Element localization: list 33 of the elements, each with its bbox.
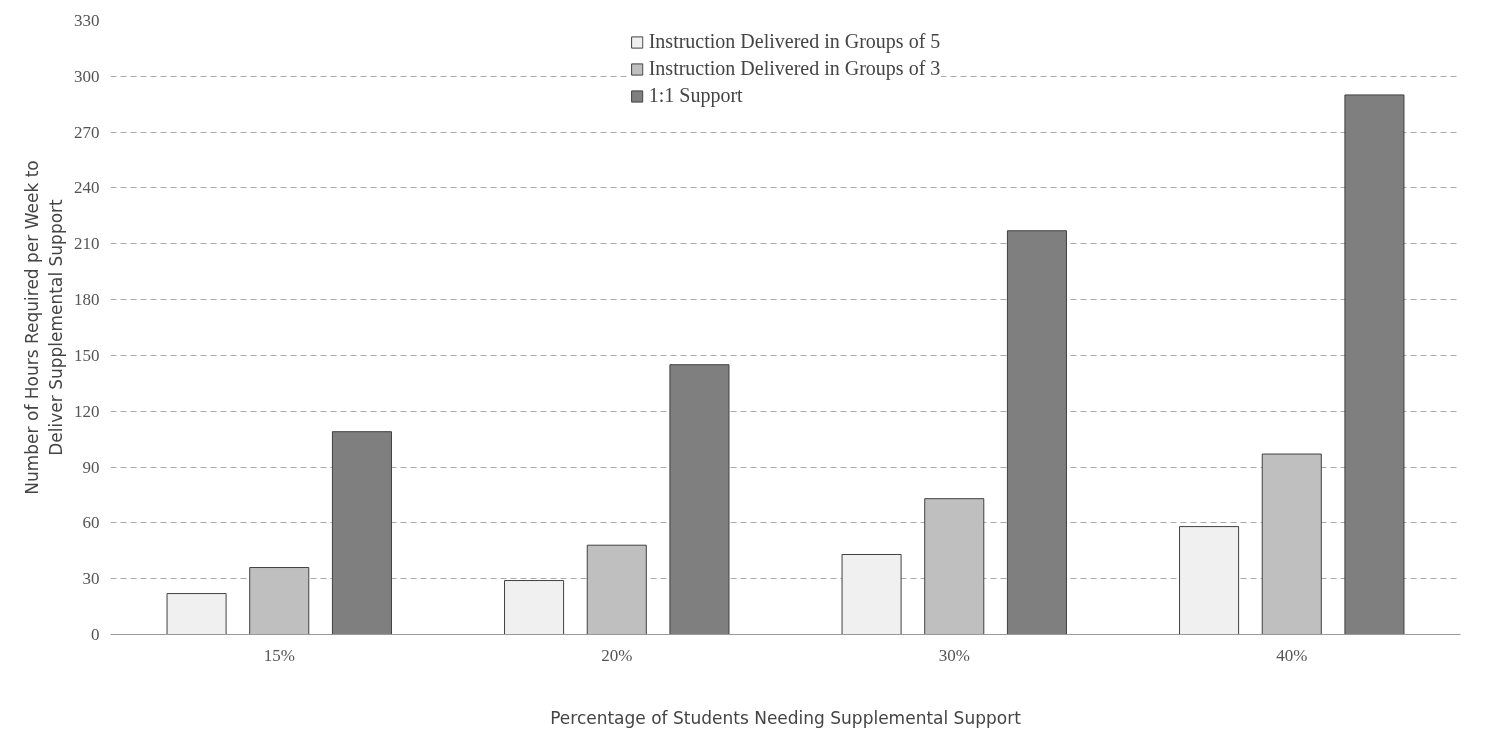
bar xyxy=(331,431,392,635)
bar xyxy=(924,498,985,635)
y-tick-label: 180 xyxy=(74,290,100,310)
legend-label: Instruction Delivered in Groups of 5 xyxy=(648,30,941,53)
bar xyxy=(1179,526,1240,635)
bar xyxy=(166,593,227,635)
y-tick-label: 270 xyxy=(74,122,100,142)
y-tick-label: 240 xyxy=(74,178,100,198)
bar xyxy=(1344,94,1405,635)
x-axis-title: Percentage of Students Needing Supplemental Support xyxy=(550,707,1022,728)
y-tick-label: 210 xyxy=(74,234,100,254)
legend-label: 1:1 Support xyxy=(648,84,743,107)
bar xyxy=(586,544,647,635)
y-tick-label: 120 xyxy=(74,401,100,421)
y-tick-label: 90 xyxy=(82,457,100,477)
bar xyxy=(1261,453,1322,635)
x-tick-label: 15% xyxy=(263,645,295,665)
y-tick-label: 60 xyxy=(82,513,100,533)
bar xyxy=(669,364,730,635)
y-tick-label: 150 xyxy=(74,345,100,365)
bar xyxy=(249,567,310,635)
y-axis-title: Number of Hours Required per Week to Deliver Supplemental Support xyxy=(22,160,66,495)
x-tick-label: 30% xyxy=(938,645,970,665)
x-tick-label: 20% xyxy=(601,645,633,665)
x-tick-label: 40% xyxy=(1276,645,1308,665)
y-tick-label: 30 xyxy=(82,569,100,589)
legend-label: Instruction Delivered in Groups of 3 xyxy=(648,57,941,80)
bar xyxy=(841,553,902,635)
bar xyxy=(1006,230,1067,635)
y-tick-label: 300 xyxy=(74,66,100,86)
y-tick-label: 330 xyxy=(74,11,100,30)
y-tick-label: 0 xyxy=(91,625,100,644)
bar xyxy=(504,580,565,635)
